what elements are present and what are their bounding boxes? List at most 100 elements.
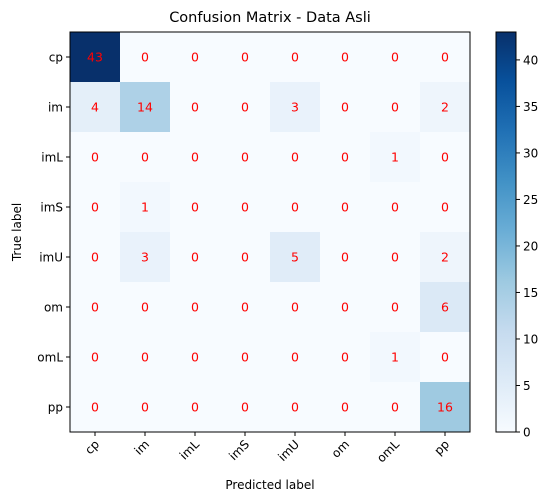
heatmap-cell <box>170 232 221 283</box>
x-tick-label: imL <box>177 437 202 462</box>
cell-value-label: 0 <box>241 300 249 315</box>
heatmap-cell <box>70 232 121 283</box>
cell-value-label: 0 <box>391 250 399 265</box>
heatmap-cell <box>270 332 321 383</box>
heatmap-cell <box>270 182 321 233</box>
y-tick-label: imU <box>39 251 63 265</box>
heatmap-cell <box>120 182 171 233</box>
cell-value-label: 0 <box>191 200 199 215</box>
heatmap-cell <box>220 232 271 283</box>
heatmap-cell <box>120 332 171 383</box>
heatmap-cell <box>320 282 371 333</box>
heatmap-cell <box>370 82 421 133</box>
heatmap-cell <box>420 82 471 133</box>
cell-value-label: 0 <box>191 100 199 115</box>
heatmap-cell <box>70 32 121 83</box>
heatmap-cell <box>320 382 371 433</box>
heatmap-cell <box>220 32 271 83</box>
heatmap-cell <box>420 32 471 83</box>
heatmap-cell <box>370 182 421 233</box>
heatmap-cell <box>70 132 121 183</box>
heatmap-cell <box>270 232 321 283</box>
heatmap-cell <box>220 182 271 233</box>
colorbar-tick-label: 15 <box>523 286 538 300</box>
heatmap-cell <box>70 382 121 433</box>
heatmap-cell <box>220 282 271 333</box>
cell-value-label: 6 <box>441 300 449 315</box>
heatmap-cell <box>420 132 471 183</box>
colorbar-tick-label: 0 <box>523 426 531 440</box>
cell-value-label: 0 <box>141 150 149 165</box>
heatmap-cell <box>420 182 471 233</box>
heatmap-cell <box>320 232 371 283</box>
cell-value-label: 0 <box>141 400 149 415</box>
heatmap-cell <box>370 132 421 183</box>
y-tick-label: om <box>44 301 63 315</box>
colorbar-tick-label: 10 <box>523 332 538 346</box>
cell-value-label: 2 <box>441 250 449 265</box>
heatmap-cell <box>270 282 321 333</box>
cell-value-label: 0 <box>341 150 349 165</box>
colorbar-tick-label: 5 <box>523 379 531 393</box>
heatmap-cell <box>170 32 221 83</box>
cell-value-label: 0 <box>191 350 199 365</box>
cell-value-label: 0 <box>241 200 249 215</box>
y-tick-label: cp <box>49 51 63 65</box>
heatmap-cell <box>320 182 371 233</box>
heatmap-cell <box>370 232 421 283</box>
heatmap-cell <box>370 332 421 383</box>
cell-value-label: 0 <box>441 350 449 365</box>
cell-value-label: 0 <box>241 100 249 115</box>
heatmap-cell <box>370 282 421 333</box>
heatmap-cell <box>420 282 471 333</box>
cell-value-label: 3 <box>141 250 149 265</box>
cell-value-label: 0 <box>341 200 349 215</box>
heatmap-cell <box>270 132 321 183</box>
cell-value-label: 0 <box>191 250 199 265</box>
cell-value-label: 0 <box>291 150 299 165</box>
cell-value-label: 0 <box>291 350 299 365</box>
cell-value-label: 1 <box>391 350 399 365</box>
heatmap-cell <box>220 82 271 133</box>
heatmap-cell <box>270 82 321 133</box>
x-tick-label: omL <box>374 437 402 465</box>
cell-value-label: 0 <box>341 100 349 115</box>
colorbar-ticks: 0 5 10 15 20 25 30 35 40 <box>516 53 538 440</box>
heatmap-cell <box>220 132 271 183</box>
heatmap-cell <box>120 282 171 333</box>
cell-value-label: 0 <box>191 300 199 315</box>
x-tick-label: om <box>329 437 352 460</box>
y-tick-label: imS <box>40 201 63 215</box>
cell-value-label: 0 <box>391 100 399 115</box>
cell-value-label: 0 <box>441 150 449 165</box>
cell-value-label: 0 <box>341 250 349 265</box>
cell-value-label: 0 <box>391 400 399 415</box>
colorbar-tick-label: 20 <box>523 239 538 253</box>
heatmap-cell <box>220 332 271 383</box>
cell-value-label: 0 <box>341 350 349 365</box>
heatmap-cell <box>320 82 371 133</box>
cell-value-label: 0 <box>91 400 99 415</box>
cell-value-label: 1 <box>141 200 149 215</box>
cell-value-label: 0 <box>291 300 299 315</box>
x-tick-label: im <box>132 437 153 458</box>
heatmap-cell <box>170 382 221 433</box>
y-tick-label: omL <box>37 351 63 365</box>
heatmap-cell <box>270 382 321 433</box>
heatmap-cell <box>70 182 121 233</box>
cell-value-label: 0 <box>241 150 249 165</box>
y-axis-ticks: cp im imL imS imU om omL pp <box>37 51 70 415</box>
heatmap-cell <box>170 82 221 133</box>
heatmap-cell <box>320 32 371 83</box>
heatmap-cell <box>420 232 471 283</box>
cell-value-label: 0 <box>141 50 149 65</box>
cell-value-label: 0 <box>141 350 149 365</box>
heatmap-cell <box>120 232 171 283</box>
cell-value-label: 0 <box>191 150 199 165</box>
heatmap-cell <box>420 332 471 383</box>
y-tick-label: imL <box>41 151 63 165</box>
cell-value-label: 0 <box>241 250 249 265</box>
heatmap-cell <box>320 132 371 183</box>
cell-value-label: 16 <box>437 400 453 415</box>
